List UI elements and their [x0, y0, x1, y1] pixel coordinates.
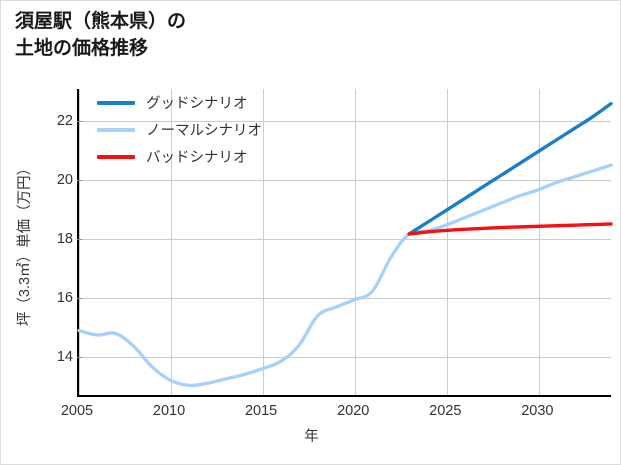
x-axis-tick-label: 2025 [429, 403, 462, 419]
legend-item[interactable]: グッドシナリオ [97, 94, 262, 112]
legend-color-swatch [97, 154, 135, 159]
title-line-2: 土地の価格推移 [15, 37, 149, 59]
gridline-horizontal [79, 239, 611, 241]
y-axis-tick-labels: 14 16 18 20 22 [27, 89, 73, 397]
plot-area [77, 89, 613, 397]
gridline-vertical [539, 89, 541, 395]
y-axis-tick-mark [77, 180, 82, 182]
legend-label: グッドシナリオ [146, 96, 248, 112]
y-axis-tick-mark [77, 239, 82, 241]
gridline-vertical [171, 89, 173, 395]
gridline-vertical [79, 89, 80, 395]
x-axis-tick-label: 2030 [521, 403, 554, 419]
x-axis-tick-label: 2005 [60, 403, 94, 419]
series-lines [77, 101, 613, 388]
x-axis-tick-label: 2010 [152, 403, 186, 419]
y-axis-tick-label: 16 [56, 290, 73, 307]
y-axis-tick-mark [77, 298, 82, 300]
legend-color-swatch [97, 100, 135, 105]
y-axis-tick-label: 22 [56, 113, 73, 130]
x-axis-title: 年 [304, 429, 319, 445]
gridline-vertical [263, 89, 265, 395]
y-axis-tick-label: 14 [56, 349, 73, 366]
series-line [407, 222, 613, 236]
legend-color-swatch [97, 127, 135, 132]
x-axis-tick-label: 2020 [337, 403, 370, 419]
series-line [77, 163, 613, 388]
page-title: 須屋駅（熊本県）の 土地の価格推移 [15, 9, 575, 63]
legend-item[interactable]: バッドシナリオ [97, 148, 262, 166]
gridline-vertical [447, 89, 449, 395]
gridline-horizontal [79, 180, 611, 182]
title-line-1: 須屋駅（熊本県）の [15, 11, 187, 32]
legend-item[interactable]: ノーマルシナリオ [97, 121, 262, 139]
y-axis-tick-label: 20 [56, 172, 73, 189]
legend: グッドシナリオ ノーマルシナリオ バッドシナリオ [97, 94, 262, 166]
series-line [407, 101, 613, 236]
legend-label: ノーマルシナリオ [146, 123, 262, 139]
y-axis-tick-mark [77, 121, 82, 123]
gridline-horizontal [79, 121, 611, 123]
gridline-horizontal [79, 298, 611, 300]
gridline-vertical [355, 89, 357, 395]
gridline-horizontal [79, 357, 611, 359]
y-axis-tick-mark [77, 357, 82, 359]
y-axis-tick-label: 18 [56, 231, 73, 248]
legend-label: バッドシナリオ [146, 150, 248, 166]
x-axis-tick-label: 2015 [244, 403, 278, 419]
